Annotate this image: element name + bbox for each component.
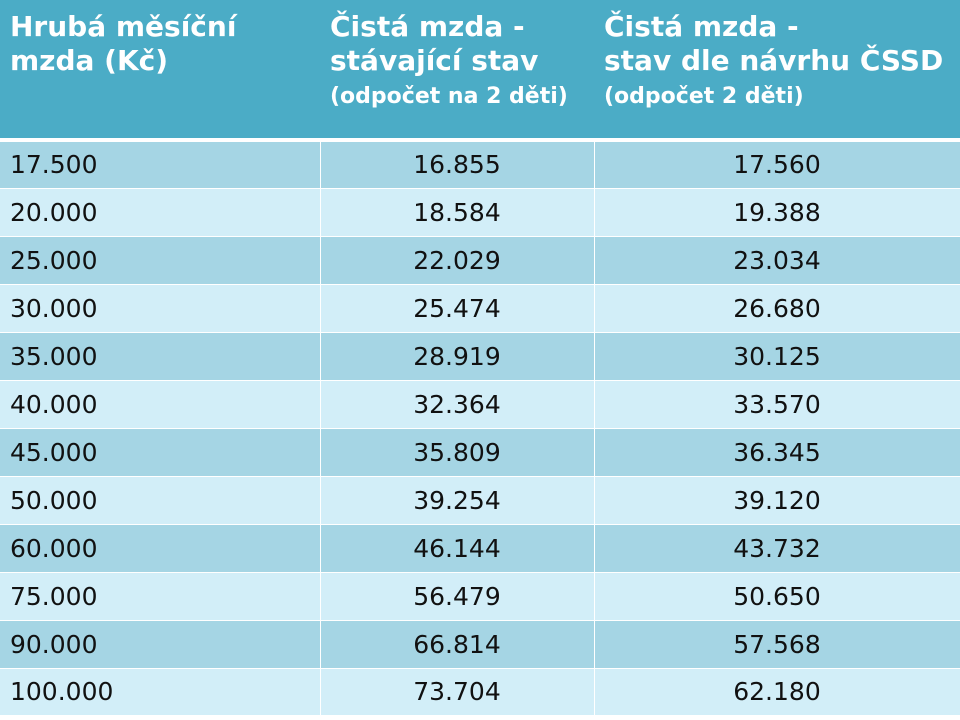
table-row: 90.000 66.814 57.568 (0, 620, 960, 669)
cell-gross-salary: 25.000 (0, 236, 321, 285)
cell-net-proposal: 62.180 (594, 668, 960, 718)
cell-net-current: 22.029 (320, 236, 595, 285)
table-row: 25.000 22.029 23.034 (0, 236, 960, 285)
cell-net-current: 66.814 (320, 620, 595, 669)
cell-gross-salary: 75.000 (0, 572, 321, 621)
header-proposal-note: (odpočet 2 děti) (604, 84, 804, 109)
header-proposal-line-2: stav dle návrhu ČSSD (604, 44, 944, 77)
table-row: 60.000 46.144 43.732 (0, 524, 960, 573)
cell-net-proposal: 26.680 (594, 284, 960, 333)
header-current-line-1: Čistá mzda - (330, 10, 525, 43)
cell-net-current: 73.704 (320, 668, 595, 718)
cell-net-proposal: 17.560 (594, 140, 960, 189)
cell-net-current: 39.254 (320, 476, 595, 525)
cell-net-proposal: 33.570 (594, 380, 960, 429)
header-current-line-2: stávající stav (330, 44, 539, 77)
cell-gross-salary: 17.500 (0, 140, 321, 189)
table-row: 100.000 73.704 62.180 (0, 668, 960, 718)
table-row: 20.000 18.584 19.388 (0, 188, 960, 237)
cell-net-current: 35.809 (320, 428, 595, 477)
header-current-note: (odpočet na 2 děti) (330, 84, 568, 109)
cell-net-proposal: 23.034 (594, 236, 960, 285)
cell-net-proposal: 57.568 (594, 620, 960, 669)
cell-net-proposal: 19.388 (594, 188, 960, 237)
cell-net-proposal: 30.125 (594, 332, 960, 381)
cell-gross-salary: 100.000 (0, 668, 321, 718)
cell-gross-salary: 45.000 (0, 428, 321, 477)
cell-gross-salary: 40.000 (0, 380, 321, 429)
header-row: Hrubá měsíční mzda (Kč) Čistá mzda - stá… (0, 0, 960, 142)
cell-gross-salary: 35.000 (0, 332, 321, 381)
cell-net-current: 18.584 (320, 188, 595, 237)
header-net-proposal: Čistá mzda - stav dle návrhu ČSSD (odpoč… (594, 0, 960, 142)
table-row: 30.000 25.474 26.680 (0, 284, 960, 333)
table-row: 50.000 39.254 39.120 (0, 476, 960, 525)
table-row: 40.000 32.364 33.570 (0, 380, 960, 429)
cell-net-proposal: 39.120 (594, 476, 960, 525)
cell-net-current: 16.855 (320, 140, 595, 189)
table-row: 75.000 56.479 50.650 (0, 572, 960, 621)
cell-net-current: 25.474 (320, 284, 595, 333)
header-proposal-line-1: Čistá mzda - (604, 10, 799, 43)
cell-gross-salary: 90.000 (0, 620, 321, 669)
cell-net-current: 32.364 (320, 380, 595, 429)
header-net-current: Čistá mzda - stávající stav (odpočet na … (320, 0, 594, 142)
table-row: 35.000 28.919 30.125 (0, 332, 960, 381)
cell-net-proposal: 36.345 (594, 428, 960, 477)
table-row: 45.000 35.809 36.345 (0, 428, 960, 477)
cell-gross-salary: 60.000 (0, 524, 321, 573)
cell-net-current: 56.479 (320, 572, 595, 621)
table-row: 17.500 16.855 17.560 (0, 140, 960, 189)
header-gross-line-1: Hrubá měsíční (10, 10, 237, 43)
cell-gross-salary: 30.000 (0, 284, 321, 333)
header-gross-salary: Hrubá měsíční mzda (Kč) (0, 0, 320, 142)
cell-net-proposal: 43.732 (594, 524, 960, 573)
cell-gross-salary: 50.000 (0, 476, 321, 525)
table-body: 17.500 16.855 17.560 20.000 18.584 19.388 25.0… (0, 140, 960, 718)
cell-net-proposal: 50.650 (594, 572, 960, 621)
cell-gross-salary: 20.000 (0, 188, 321, 237)
cell-net-current: 28.919 (320, 332, 595, 381)
header-gross-line-2: mzda (Kč) (10, 44, 169, 77)
cell-net-current: 46.144 (320, 524, 595, 573)
